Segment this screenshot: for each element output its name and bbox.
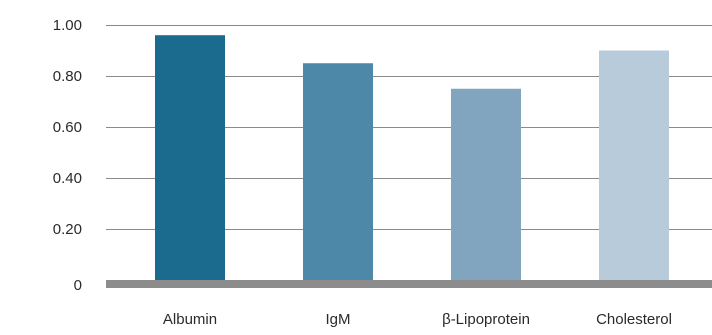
y-tick-label: 0 xyxy=(74,277,82,294)
x-category-label: Albumin xyxy=(163,311,217,328)
bars xyxy=(155,35,669,281)
bar-albumin xyxy=(155,35,225,281)
bar-cholesterol xyxy=(599,50,669,280)
y-tick-label: 0.80 xyxy=(53,68,82,85)
x-axis-category-labels: Albumin IgM β-Lipoprotein Cholesterol xyxy=(163,311,672,328)
bar--lipoprotein xyxy=(451,88,521,280)
y-tick-label: 0.20 xyxy=(53,221,82,238)
x-category-label: β-Lipoprotein xyxy=(442,311,530,328)
bar-igm xyxy=(303,63,373,280)
x-category-label: Cholesterol xyxy=(596,311,672,328)
y-tick-label: 1.00 xyxy=(53,17,82,34)
x-category-label: IgM xyxy=(325,311,350,328)
y-tick-label: 0.40 xyxy=(53,170,82,187)
x-axis-baseline xyxy=(106,280,712,288)
y-tick-label: 0.60 xyxy=(53,119,82,136)
y-axis-tick-labels: 0 0.20 0.40 0.60 0.80 1.00 xyxy=(53,17,82,294)
